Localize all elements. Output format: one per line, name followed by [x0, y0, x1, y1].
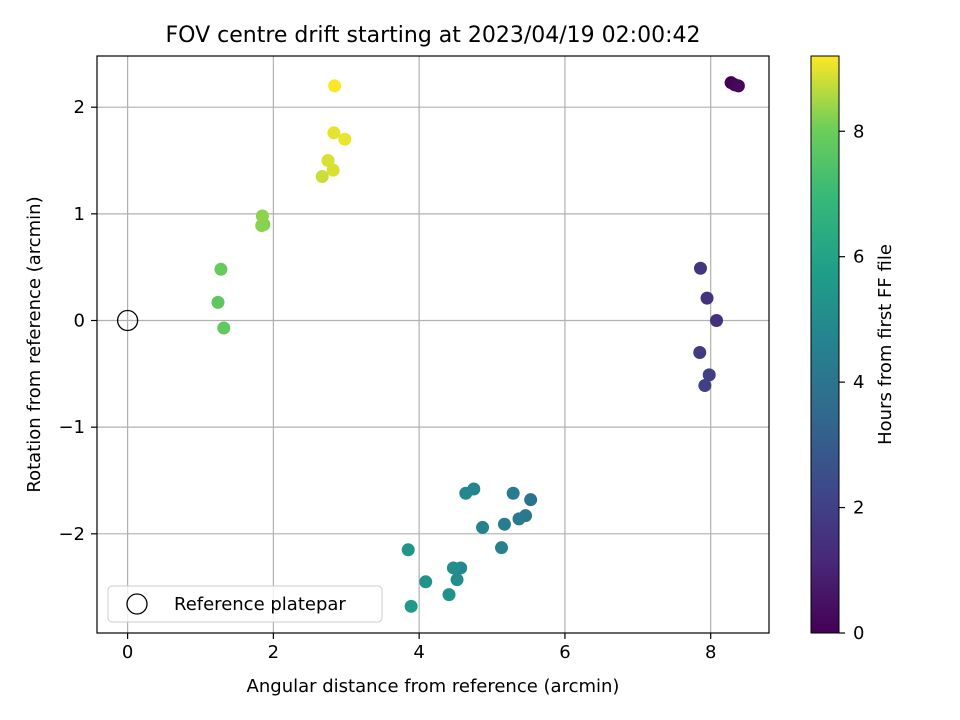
x-tick-label: 8: [705, 642, 716, 663]
data-point: [442, 588, 456, 602]
data-point: [524, 493, 538, 507]
legend-box: [107, 585, 383, 623]
colorbar-gradient: [810, 55, 840, 634]
y-tick-label: 0: [74, 311, 85, 332]
x-axis-label: Angular distance from reference (arcmin): [247, 676, 620, 697]
x-tick-label: 0: [122, 642, 133, 663]
colorbar-label: Hours from first FF file: [875, 244, 896, 445]
reference-platepar-marker: [116, 309, 139, 332]
data-point: [512, 512, 526, 526]
plot-area-frame: [96, 55, 770, 634]
colorbar-tick-label: 4: [853, 372, 864, 393]
data-point: [731, 79, 745, 93]
data-point: [459, 486, 473, 500]
data-point: [404, 599, 418, 613]
colorbar-tick-label: 8: [853, 121, 864, 142]
data-point: [506, 486, 520, 500]
data-point: [214, 262, 228, 276]
legend-label: Reference platepar: [174, 594, 346, 615]
colorbar-tick-label: 0: [853, 623, 864, 644]
data-point: [698, 379, 712, 393]
y-tick-label: −2: [58, 524, 85, 545]
scatter-points: [211, 76, 745, 613]
data-point: [211, 295, 225, 309]
data-point: [693, 261, 707, 275]
data-point: [710, 314, 724, 328]
legend: Reference platepar: [107, 585, 383, 623]
data-point: [321, 154, 335, 168]
y-tick-label: 2: [74, 97, 85, 118]
y-axis-label: Rotation from reference (arcmin): [24, 196, 45, 492]
x-tick-label: 2: [268, 642, 279, 663]
reference-marker-layer: [116, 309, 139, 332]
data-point: [476, 520, 490, 534]
chart-title: FOV centre drift starting at 2023/04/19 …: [166, 23, 701, 48]
y-tick-label: −1: [58, 417, 85, 438]
data-point: [700, 291, 714, 305]
data-point: [495, 541, 509, 555]
data-point: [401, 543, 415, 557]
data-point: [255, 209, 269, 223]
data-point: [328, 79, 342, 93]
y-tick-label: 1: [74, 204, 85, 225]
legend-marker-open-circle: [126, 593, 148, 615]
data-point: [217, 321, 231, 335]
x-tick-label: 6: [559, 642, 570, 663]
data-point: [446, 561, 460, 575]
colorbar-tick-label: 2: [853, 498, 864, 519]
colorbar-tick-label: 6: [853, 247, 864, 268]
data-point: [450, 573, 464, 587]
x-tick-label: 4: [413, 642, 424, 663]
colorbar-ticks: 0 2 4 6 8: [839, 121, 864, 644]
data-point: [419, 575, 433, 589]
data-point: [327, 126, 341, 140]
data-point: [702, 368, 716, 382]
data-point: [338, 132, 352, 146]
data-point: [326, 163, 340, 177]
grid-lines: [97, 56, 769, 633]
colorbar: 0 2 4 6 8 Hours from first FF file: [810, 55, 896, 644]
data-point: [255, 219, 269, 233]
axis-ticks: 0 2 4 6 8 −2 −1 0 1 2: [58, 97, 716, 663]
data-point: [315, 170, 329, 184]
data-point: [497, 517, 511, 531]
data-point: [693, 345, 707, 359]
